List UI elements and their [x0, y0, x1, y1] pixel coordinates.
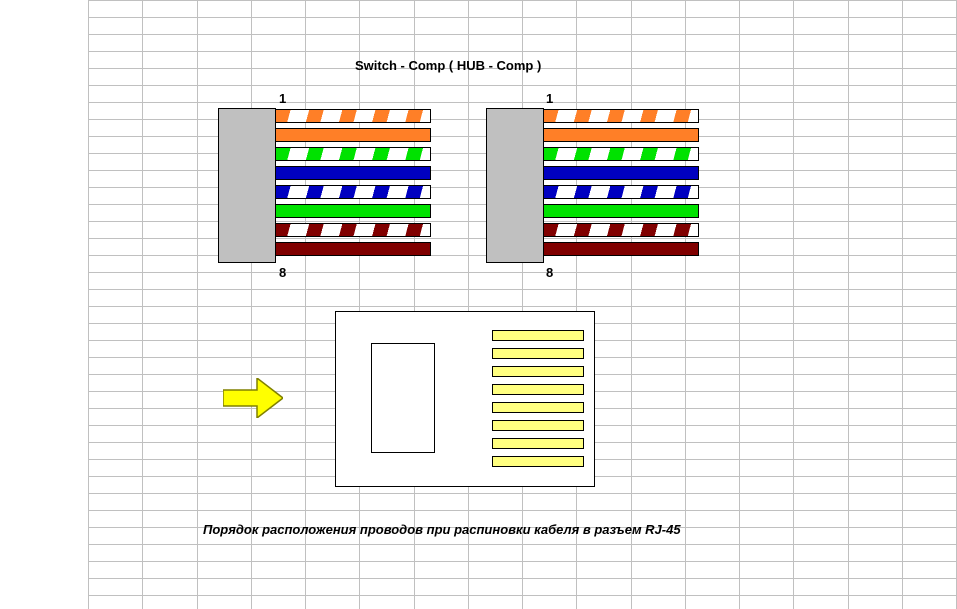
wire-3 [275, 147, 431, 161]
wire-6 [275, 204, 431, 218]
pin-label-right-1: 1 [546, 91, 553, 106]
diagram-caption: Порядок расположения проводов при распин… [203, 522, 681, 537]
wire-2 [275, 128, 431, 142]
rj45-pin-3 [492, 366, 584, 377]
rj45-pin-4 [492, 384, 584, 395]
pin-label-right-8: 8 [546, 265, 553, 280]
rj45-pin-6 [492, 420, 584, 431]
pin-label-left-1: 1 [279, 91, 286, 106]
direction-arrow-icon [223, 378, 283, 418]
rj45-jack-tab [371, 343, 435, 453]
wire-4 [543, 166, 699, 180]
pin-label-left-8: 8 [279, 265, 286, 280]
wire-2 [543, 128, 699, 142]
rj45-pin-7 [492, 438, 584, 449]
wire-8 [543, 242, 699, 256]
diagram-stage: Switch - Comp ( HUB - Comp ) 1 8 1 8 Пор… [0, 0, 957, 609]
connector-left-body [218, 108, 276, 263]
rj45-pin-8 [492, 456, 584, 467]
connector-right-body [486, 108, 544, 263]
wire-5 [275, 185, 431, 199]
wire-3 [543, 147, 699, 161]
wire-1 [275, 109, 431, 123]
wire-4 [275, 166, 431, 180]
wire-5 [543, 185, 699, 199]
wire-7 [275, 223, 431, 237]
rj45-pin-5 [492, 402, 584, 413]
wire-8 [275, 242, 431, 256]
wire-1 [543, 109, 699, 123]
rj45-pin-2 [492, 348, 584, 359]
wire-6 [543, 204, 699, 218]
wire-7 [543, 223, 699, 237]
rj45-pin-1 [492, 330, 584, 341]
spreadsheet-grid [88, 0, 957, 609]
diagram-title: Switch - Comp ( HUB - Comp ) [355, 58, 541, 73]
